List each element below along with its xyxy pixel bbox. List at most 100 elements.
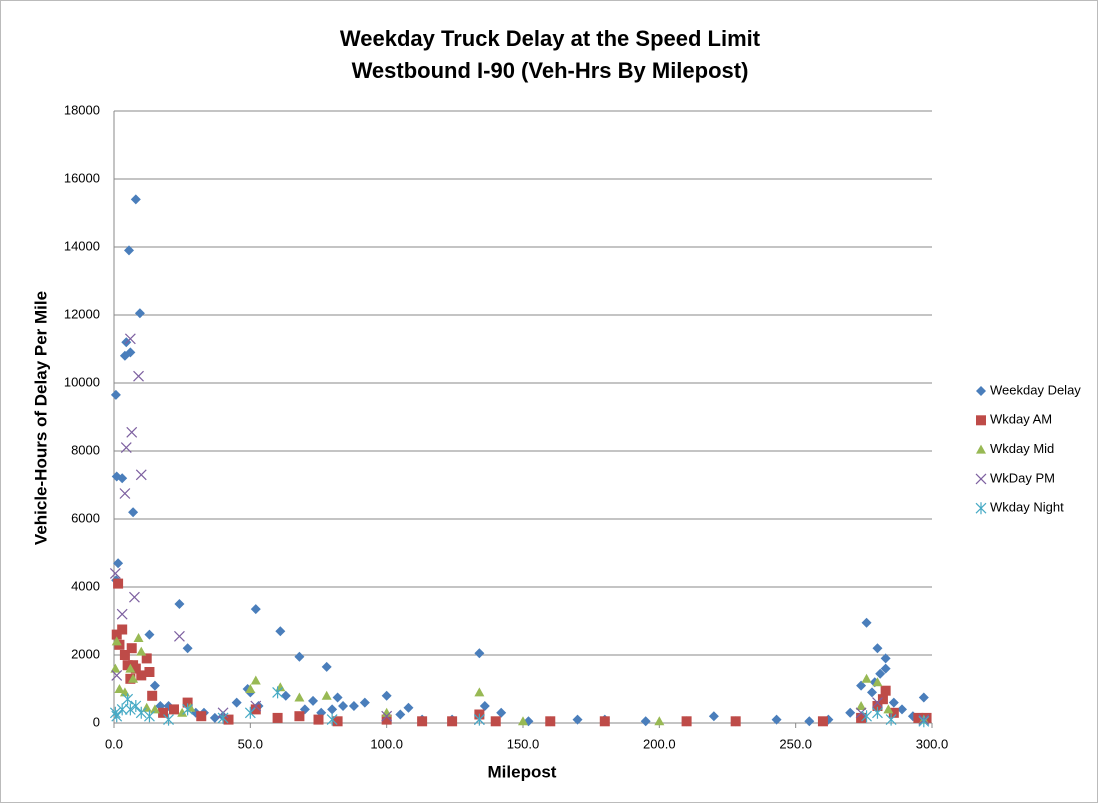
point bbox=[474, 648, 485, 659]
point bbox=[120, 442, 132, 454]
point bbox=[126, 426, 138, 438]
legend-marker bbox=[976, 415, 986, 426]
point bbox=[144, 629, 155, 640]
point bbox=[111, 710, 123, 723]
point bbox=[136, 646, 147, 656]
point bbox=[308, 695, 319, 706]
point bbox=[395, 709, 406, 720]
legend-marker bbox=[976, 386, 986, 396]
point bbox=[147, 690, 158, 701]
chart-subtitle: Westbound I-90 (Veh-Hrs By Milepost) bbox=[352, 58, 749, 83]
y-tick-label: 6000 bbox=[71, 510, 100, 525]
legend-marker bbox=[975, 502, 987, 515]
point bbox=[338, 701, 349, 711]
point bbox=[113, 558, 124, 569]
point bbox=[114, 684, 125, 693]
point bbox=[182, 697, 193, 708]
point bbox=[124, 333, 136, 345]
point bbox=[381, 690, 392, 701]
point bbox=[126, 643, 137, 654]
point bbox=[122, 693, 134, 706]
point bbox=[109, 567, 121, 579]
point bbox=[125, 663, 136, 673]
point bbox=[135, 469, 147, 481]
point bbox=[250, 700, 262, 712]
legend-label: Wkday Mid bbox=[990, 441, 1054, 456]
point bbox=[122, 660, 133, 671]
point bbox=[128, 507, 139, 518]
point bbox=[332, 692, 343, 703]
point bbox=[123, 245, 134, 256]
y-tick-label: 12000 bbox=[64, 306, 100, 321]
point bbox=[116, 608, 128, 620]
legend-label: WkDay PM bbox=[990, 470, 1055, 485]
point bbox=[381, 714, 392, 725]
point bbox=[111, 629, 122, 640]
point bbox=[125, 347, 136, 358]
point bbox=[381, 710, 393, 722]
point bbox=[113, 578, 124, 589]
point bbox=[326, 713, 338, 726]
point bbox=[861, 617, 872, 628]
point bbox=[817, 716, 828, 727]
point bbox=[403, 702, 414, 713]
point bbox=[872, 677, 883, 687]
point bbox=[872, 706, 883, 719]
point bbox=[294, 711, 305, 722]
point bbox=[136, 670, 147, 681]
point bbox=[321, 690, 332, 700]
point bbox=[888, 707, 899, 718]
legend-marker bbox=[976, 444, 986, 454]
point bbox=[182, 643, 193, 654]
point bbox=[245, 684, 256, 693]
point bbox=[880, 653, 891, 664]
point bbox=[861, 673, 872, 683]
point bbox=[133, 633, 144, 642]
point bbox=[845, 707, 856, 718]
point bbox=[272, 686, 284, 699]
point bbox=[117, 473, 128, 484]
x-tick-label: 100.0 bbox=[370, 736, 403, 751]
point bbox=[572, 714, 583, 725]
point bbox=[867, 687, 878, 698]
point bbox=[348, 701, 359, 711]
y-tick-label: 8000 bbox=[71, 442, 100, 457]
point bbox=[111, 636, 122, 646]
point bbox=[209, 712, 220, 723]
y-tick-label: 0 bbox=[93, 714, 100, 729]
point bbox=[417, 716, 428, 727]
point bbox=[885, 713, 897, 726]
point bbox=[158, 707, 169, 718]
point bbox=[861, 710, 872, 723]
point bbox=[490, 716, 501, 727]
point bbox=[730, 716, 741, 727]
point bbox=[640, 716, 651, 727]
x-tick-label: 300.0 bbox=[916, 736, 949, 751]
x-tick-label: 150.0 bbox=[507, 736, 540, 751]
point bbox=[144, 710, 155, 723]
y-tick-label: 4000 bbox=[71, 578, 100, 593]
point bbox=[117, 624, 128, 635]
point bbox=[880, 663, 891, 674]
point bbox=[130, 194, 141, 205]
point bbox=[177, 707, 188, 717]
point bbox=[888, 697, 899, 708]
point bbox=[119, 488, 131, 499]
point bbox=[124, 703, 136, 716]
point bbox=[883, 704, 894, 714]
point bbox=[875, 668, 886, 679]
point bbox=[599, 716, 610, 727]
y-tick-label: 16000 bbox=[64, 170, 100, 185]
point bbox=[447, 716, 458, 727]
point bbox=[880, 685, 891, 696]
legend-marker bbox=[975, 473, 987, 485]
point bbox=[872, 643, 883, 654]
point bbox=[250, 604, 261, 615]
point bbox=[708, 711, 719, 722]
y-axis-title: Vehicle-Hours of Delay Per Mile bbox=[31, 291, 50, 545]
point bbox=[130, 663, 141, 674]
point bbox=[275, 626, 286, 637]
point bbox=[313, 714, 324, 725]
